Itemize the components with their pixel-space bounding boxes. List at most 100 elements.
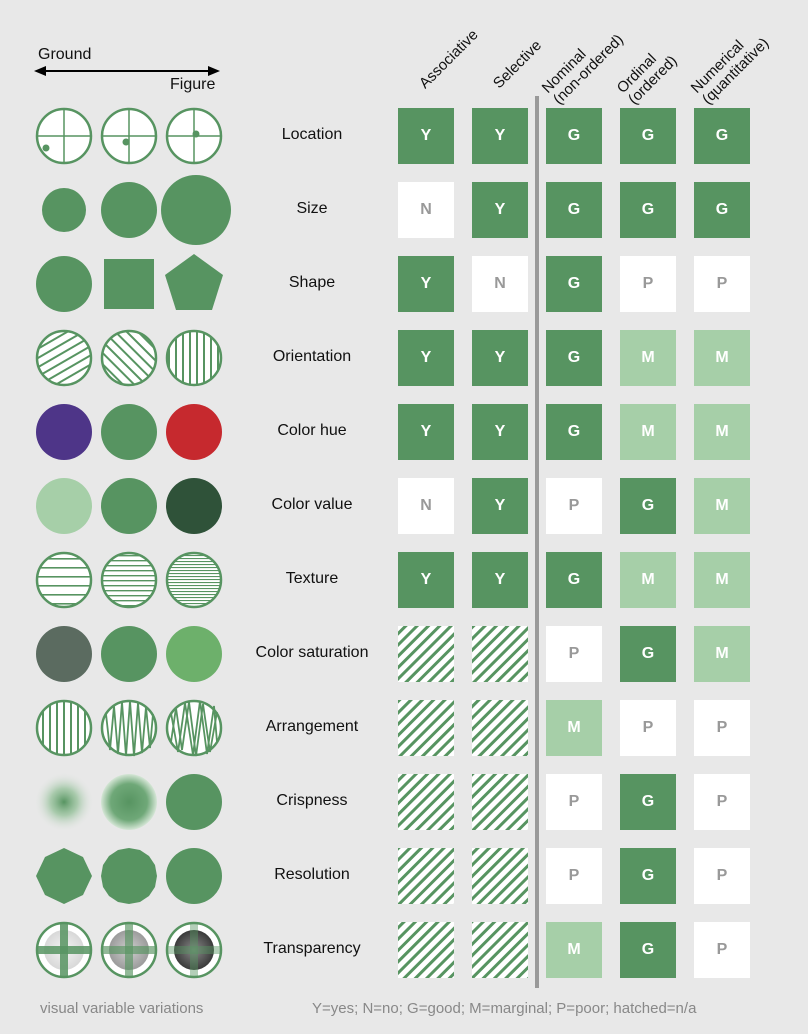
rating-value: G [641, 867, 655, 884]
rating-cell-nominal [546, 552, 602, 608]
rating-cell-numerical [694, 182, 750, 238]
rating-value: P [642, 275, 654, 292]
rating-value: G [641, 941, 655, 958]
row-label-color-hue: Color hue [277, 422, 347, 439]
rating-cell-numerical [694, 552, 750, 608]
rating-cell-selective [472, 626, 528, 682]
rating-value: M [641, 349, 655, 366]
row-label-location: Location [281, 126, 343, 143]
rating-cell-selective [472, 700, 528, 756]
rating-value: P [716, 719, 728, 736]
rating-value: G [641, 201, 655, 218]
row-label-shape: Shape [288, 274, 336, 291]
rating-value: M [641, 571, 655, 588]
rating-cell-associative [398, 256, 454, 312]
rating-value: G [641, 645, 655, 662]
rating-value: G [641, 497, 655, 514]
arrangement-icons [35, 699, 223, 757]
rating-cell-associative [398, 774, 454, 830]
rating-value: M [715, 645, 729, 662]
rating-cell-ordinal [620, 774, 676, 830]
rating-cell-associative [398, 922, 454, 978]
rating-cell-associative [398, 626, 454, 682]
rating-cell-selective [472, 848, 528, 904]
footer-left-caption: visual variable variations [40, 1000, 204, 1017]
rating-cell-ordinal [620, 256, 676, 312]
rating-value: G [567, 349, 581, 366]
rating-cell-associative [398, 700, 454, 756]
rating-value: P [716, 941, 728, 958]
rating-cell-numerical [694, 256, 750, 312]
rating-cell-selective [472, 774, 528, 830]
rating-cell-numerical [694, 330, 750, 386]
rating-value: M [715, 349, 729, 366]
rating-cell-ordinal [620, 848, 676, 904]
rating-value: Y [420, 275, 432, 292]
rating-value: M [715, 571, 729, 588]
ground-figure-arrow [34, 66, 220, 76]
rating-cell-numerical [694, 404, 750, 460]
rating-value: P [716, 275, 728, 292]
rating-cell-numerical [694, 108, 750, 164]
rating-value: P [568, 793, 580, 810]
rating-value: Y [420, 349, 432, 366]
rating-cell-associative [398, 108, 454, 164]
color-saturation-icons [36, 626, 222, 682]
ground-label: Ground [38, 46, 92, 63]
rating-cell-nominal [546, 774, 602, 830]
rating-value: P [568, 497, 580, 514]
rating-cell-nominal [546, 108, 602, 164]
rating-value: Y [494, 497, 506, 514]
rating-value: Y [494, 127, 506, 144]
orientation-icons [35, 329, 223, 387]
rating-cell-nominal [546, 700, 602, 756]
resolution-icons [36, 848, 222, 904]
rating-value: G [567, 275, 581, 292]
rating-cell-selective [472, 108, 528, 164]
rating-cell-nominal [546, 922, 602, 978]
row-label-arrangement: Arrangement [265, 718, 359, 735]
rating-value: Y [494, 423, 506, 440]
rating-cell-nominal [546, 626, 602, 682]
rating-value: N [420, 497, 432, 514]
rating-cell-associative [398, 552, 454, 608]
rating-value: G [641, 127, 655, 144]
rating-value: P [568, 867, 580, 884]
rating-value: N [494, 275, 506, 292]
rating-cell-numerical [694, 700, 750, 756]
row-label-orientation: Orientation [272, 348, 352, 365]
rating-value: G [641, 793, 655, 810]
visual-variable-variations [34, 107, 231, 979]
rating-cell-selective [472, 552, 528, 608]
rating-grid [398, 108, 750, 978]
rating-value: G [567, 571, 581, 588]
rating-cell-ordinal [620, 552, 676, 608]
texture-icons [35, 551, 223, 609]
rating-cell-selective [472, 330, 528, 386]
rating-value: G [715, 127, 729, 144]
rating-cell-ordinal [620, 478, 676, 534]
rating-value: M [567, 941, 581, 958]
size-icons [42, 175, 231, 245]
rating-cell-associative [398, 330, 454, 386]
footer-legend: Y=yes; N=no; G=good; M=marginal; P=poor;… [312, 1000, 697, 1017]
rating-cell-nominal [546, 478, 602, 534]
color-hue-icons [36, 404, 222, 460]
rating-value: G [715, 201, 729, 218]
rating-value: P [716, 793, 728, 810]
rating-value: Y [420, 127, 432, 144]
row-label-crispness: Crispness [276, 792, 348, 809]
row-label-size: Size [296, 200, 328, 217]
rating-value: Y [420, 571, 432, 588]
rating-value: P [642, 719, 654, 736]
rating-cell-ordinal [620, 182, 676, 238]
shape-icons [36, 254, 223, 312]
rating-cell-selective [472, 404, 528, 460]
transparency-icons [35, 921, 223, 979]
rating-value: G [567, 201, 581, 218]
rating-cell-numerical [694, 848, 750, 904]
rating-value: G [567, 127, 581, 144]
row-label-resolution: Resolution [274, 866, 350, 883]
rating-cell-selective [472, 256, 528, 312]
